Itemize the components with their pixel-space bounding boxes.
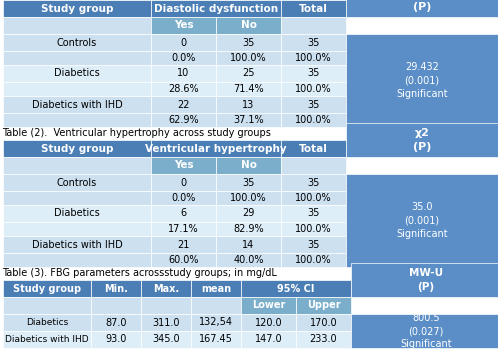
Text: 60.0%: 60.0%	[168, 255, 199, 265]
Bar	[281, 253, 346, 267]
Text: 35: 35	[307, 99, 320, 110]
Bar	[3, 51, 151, 65]
Text: Controls: Controls	[57, 178, 97, 187]
Bar	[281, 205, 346, 222]
Text: 35: 35	[243, 37, 254, 47]
Bar	[151, 51, 216, 65]
Text: 40.0%: 40.0%	[233, 255, 264, 265]
Text: χ2
(P): χ2 (P)	[413, 0, 431, 12]
Bar	[281, 34, 346, 51]
Bar	[141, 280, 191, 297]
Bar	[216, 82, 281, 96]
Text: 311.0: 311.0	[152, 317, 180, 328]
Bar	[151, 253, 216, 267]
Bar	[151, 113, 216, 127]
Text: 35: 35	[243, 178, 254, 187]
Text: 35: 35	[307, 240, 320, 249]
Text: 13: 13	[243, 99, 254, 110]
Bar	[3, 96, 151, 113]
Bar	[216, 236, 281, 253]
Text: Study group: Study group	[41, 4, 113, 13]
Bar	[3, 222, 151, 236]
Bar	[91, 314, 141, 331]
Bar	[3, 205, 151, 222]
Bar	[216, 174, 281, 191]
Bar	[281, 65, 346, 82]
Bar	[346, 174, 498, 267]
Text: Ventricular hypertrophy: Ventricular hypertrophy	[145, 143, 287, 154]
Bar	[191, 314, 241, 331]
Text: 82.9%: 82.9%	[233, 224, 264, 234]
Text: 93.0: 93.0	[105, 335, 126, 344]
Bar	[3, 65, 151, 82]
Text: 0.0%: 0.0%	[171, 53, 196, 63]
Text: 35: 35	[307, 68, 320, 79]
Bar	[296, 297, 351, 314]
Bar	[151, 222, 216, 236]
Text: mean: mean	[201, 284, 231, 293]
Text: Diabetics: Diabetics	[26, 318, 68, 327]
Text: 22: 22	[177, 99, 190, 110]
Text: 29.432
(0.001)
Significant: 29.432 (0.001) Significant	[396, 62, 448, 99]
Bar	[191, 280, 241, 297]
Text: 233.0: 233.0	[310, 335, 337, 344]
Bar	[281, 174, 346, 191]
Bar	[151, 0, 281, 17]
Bar	[241, 314, 296, 331]
Bar	[151, 65, 216, 82]
Text: 6: 6	[180, 209, 187, 218]
Text: 345.0: 345.0	[152, 335, 180, 344]
Bar	[151, 82, 216, 96]
Bar	[281, 140, 346, 157]
Text: Diabetics with IHD: Diabetics with IHD	[32, 99, 123, 110]
Text: Min.: Min.	[104, 284, 128, 293]
Bar	[151, 96, 216, 113]
Text: 100.0%: 100.0%	[295, 84, 332, 94]
Text: Diabetics with IHD: Diabetics with IHD	[32, 240, 123, 249]
Text: 35.0
(0.001)
Significant: 35.0 (0.001) Significant	[396, 202, 448, 239]
Text: No: No	[241, 20, 256, 31]
Bar	[3, 140, 151, 157]
Bar	[151, 34, 216, 51]
Text: χ2
(P): χ2 (P)	[413, 128, 431, 151]
Text: 62.9%: 62.9%	[168, 115, 199, 125]
Text: Yes: Yes	[174, 20, 193, 31]
Text: 35: 35	[307, 209, 320, 218]
Bar	[346, 123, 498, 157]
Text: Diastolic dysfunction: Diastolic dysfunction	[154, 4, 278, 13]
Bar	[351, 314, 498, 348]
Bar	[141, 297, 191, 314]
Text: MW-U
(P): MW-U (P)	[409, 268, 443, 292]
Bar	[281, 96, 346, 113]
Bar	[281, 0, 346, 17]
Text: 100.0%: 100.0%	[230, 53, 267, 63]
Bar	[91, 280, 141, 297]
Text: 800.5
(0.027)
Significant: 800.5 (0.027) Significant	[400, 313, 452, 349]
Text: 170.0: 170.0	[310, 317, 337, 328]
Text: 14: 14	[243, 240, 254, 249]
Bar	[281, 82, 346, 96]
Bar	[191, 331, 241, 348]
Bar	[3, 331, 91, 348]
Bar	[3, 314, 91, 331]
Bar	[151, 191, 216, 205]
Bar	[216, 96, 281, 113]
Bar	[151, 157, 216, 174]
Text: 10: 10	[177, 68, 190, 79]
Text: 100.0%: 100.0%	[295, 53, 332, 63]
Text: Total: Total	[299, 4, 328, 13]
Bar	[216, 222, 281, 236]
Bar	[346, 34, 498, 127]
Text: Table (3). FBG parameters acrossstudy groups; in mg/dL: Table (3). FBG parameters acrossstudy gr…	[2, 269, 277, 278]
Text: 28.6%: 28.6%	[168, 84, 199, 94]
Text: 0: 0	[180, 178, 187, 187]
Bar	[3, 236, 151, 253]
Text: Diabetics: Diabetics	[54, 68, 100, 79]
Bar	[216, 65, 281, 82]
Bar	[151, 205, 216, 222]
Bar	[141, 331, 191, 348]
Text: 0.0%: 0.0%	[171, 193, 196, 203]
Bar	[3, 280, 91, 297]
Bar	[351, 263, 498, 297]
Text: 37.1%: 37.1%	[233, 115, 264, 125]
